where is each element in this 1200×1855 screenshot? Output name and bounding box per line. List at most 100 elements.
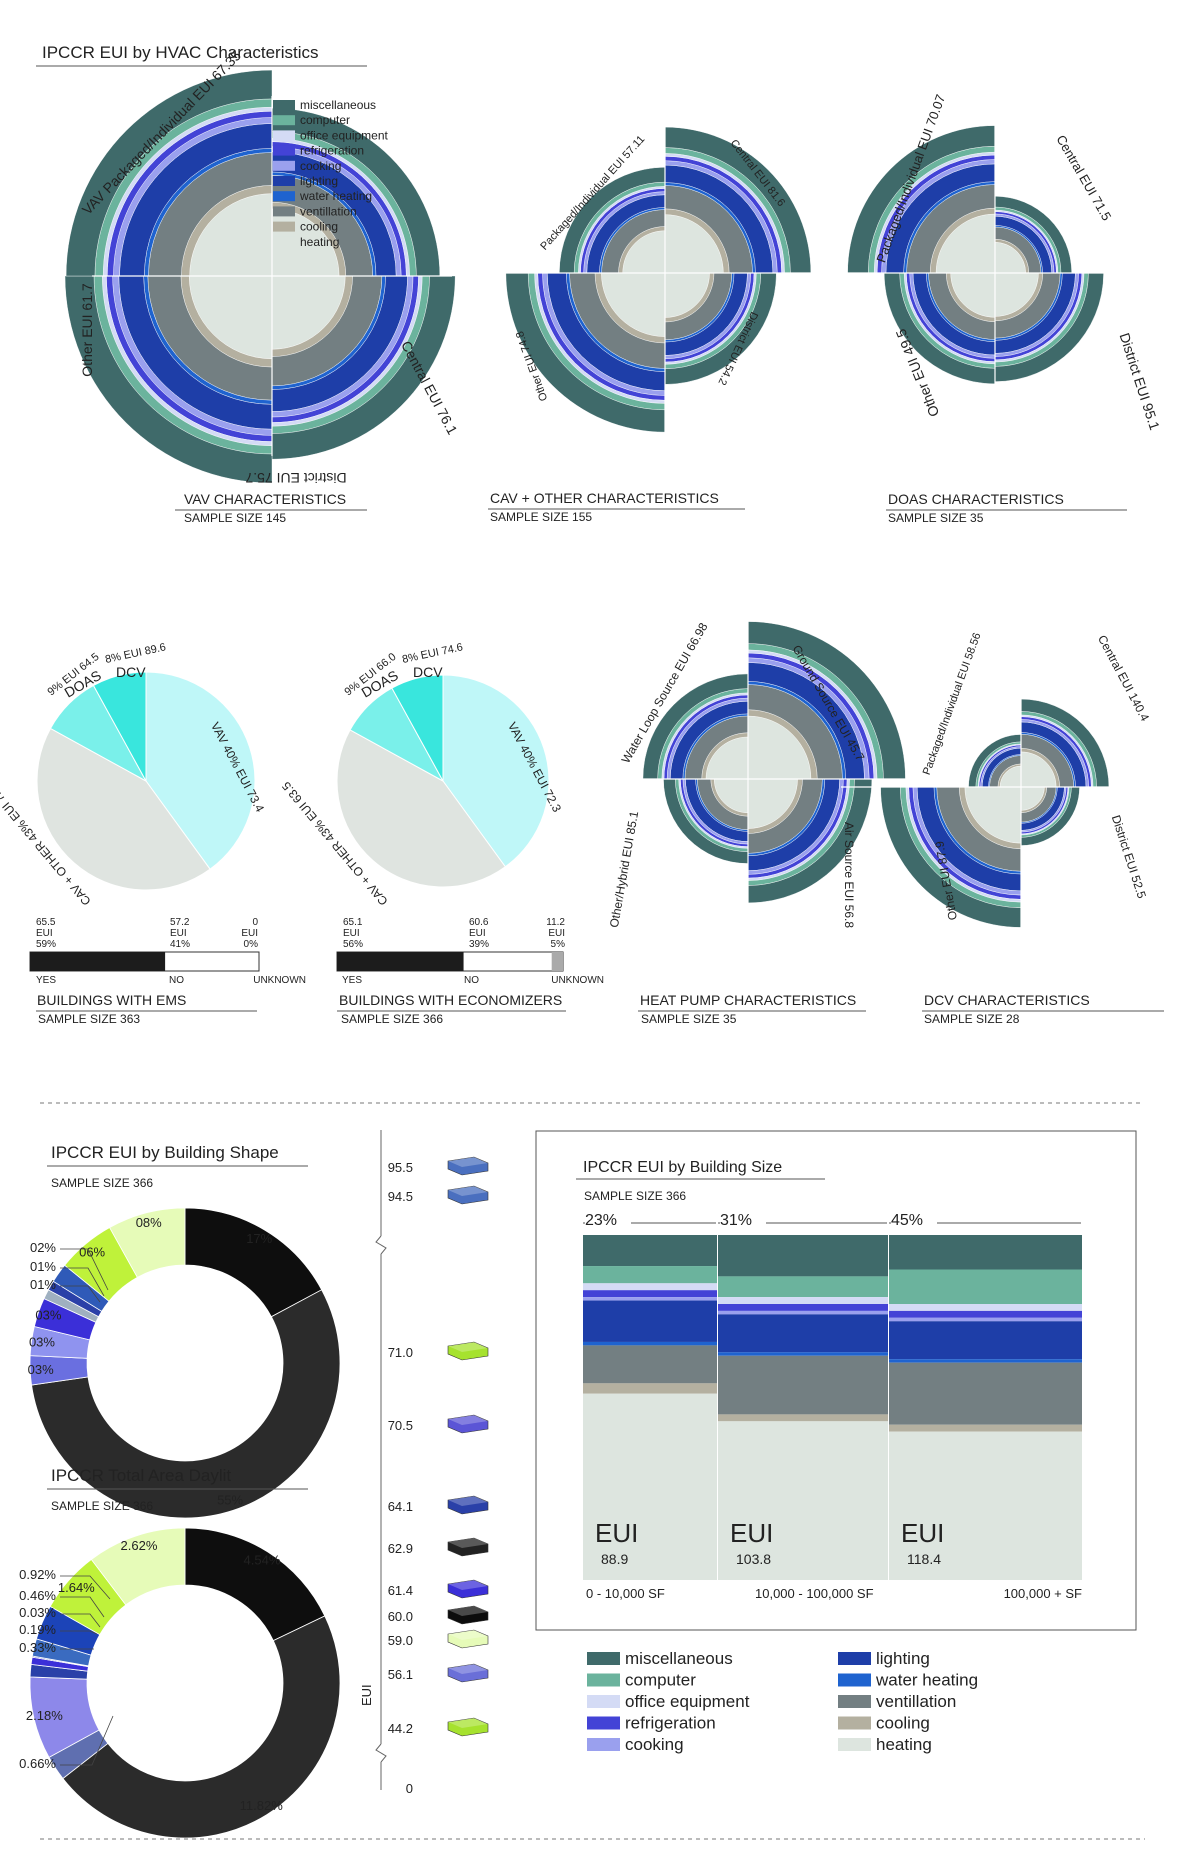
size-eui-value: 118.4 (907, 1551, 941, 1567)
ems-sample-size: SAMPLE SIZE 363 (38, 1012, 140, 1026)
legend-bottom-swatch-cooling (838, 1716, 871, 1730)
legend-bottom-label: computer (625, 1671, 696, 1690)
pie-label-dcv-pct: 8% EUI 89.6 (104, 641, 167, 666)
size-share-label: 45% (891, 1212, 923, 1229)
shape-icon-0 (447, 1156, 489, 1176)
size-segment-cooking (889, 1317, 1082, 1322)
ems-unknown-pct: 0% (244, 939, 259, 950)
quadrant-label: District EUI 75.7 (245, 470, 346, 486)
legend-bottom-swatch-heating (838, 1738, 871, 1751)
quadrant-label: Air Source EUI 56.8 (842, 822, 856, 928)
donut-label: 08% (136, 1215, 162, 1230)
axis-value: 60.0 (388, 1609, 413, 1624)
econ-bar-group: 65.1 EUI 56% 60.6 EUI 39% 11.2 EUI 5% YE… (336, 917, 604, 1026)
shape-icon-top-7 (448, 1606, 488, 1616)
donut-label: 03% (28, 1362, 54, 1377)
legend-bottom-swatch-miscellaneous (587, 1652, 620, 1665)
size-segment-miscellaneous (718, 1235, 888, 1277)
size-share-bg (585, 1211, 631, 1227)
legend-bottom-label: cooling (876, 1714, 930, 1733)
size-segment-water-heating (583, 1341, 717, 1346)
size-segment-ventillation (718, 1355, 888, 1415)
ems-no-eui: 57.2 (170, 917, 190, 928)
axis-value: 0 (406, 1781, 413, 1796)
quadrant-label: Central EUI 71.5 (1053, 132, 1114, 223)
donut-label: 06% (79, 1244, 105, 1259)
size-category-2: 100,000 + SF (1004, 1586, 1082, 1601)
callout-label: 01% (30, 1277, 56, 1292)
size-segment-refrigeration (718, 1304, 888, 1311)
econ-unknown-bar (551, 952, 563, 971)
legend-swatch-ventillation (273, 206, 295, 217)
axis-value: 71.0 (388, 1345, 413, 1360)
legend-bottom-swatch-computer (587, 1673, 620, 1687)
donut-slice-10 (90, 1527, 186, 1606)
end-use-legend-bottom: miscellaneous computer office equipment ref… (587, 1649, 978, 1754)
legend-swatch-lighting (273, 176, 295, 186)
legend-label: miscellaneous (300, 98, 376, 112)
econ-yes-label: YES (342, 975, 362, 986)
size-segment-miscellaneous (889, 1235, 1082, 1270)
size-eui-value: 88.9 (601, 1551, 628, 1567)
callout-line (60, 1613, 101, 1628)
size-eui-word: EUI (901, 1518, 944, 1548)
size-segment-ventillation (889, 1362, 1082, 1425)
size-segment-computer (583, 1266, 717, 1284)
size-title: IPCCR EUI by Building Size (583, 1159, 782, 1176)
legend-bottom-label: miscellaneous (625, 1649, 733, 1668)
pie-slice-dcv (92, 671, 147, 782)
econ-yes-eui: 65.1 (343, 917, 363, 928)
axis-value: 44.2 (388, 1721, 413, 1736)
size-chart-frame (535, 1130, 1137, 1631)
size-segment-office-equipment (718, 1297, 888, 1304)
econ-unknown-pct: 5% (551, 939, 566, 950)
donut-slice-1 (31, 1289, 341, 1519)
ems-title: BUILDINGS WITH EMS (37, 992, 186, 1008)
doas-sample-size: SAMPLE SIZE 35 (888, 511, 984, 525)
econ-unknown-eui: 11.2 (546, 917, 565, 928)
size-eui-word: EUI (730, 1518, 773, 1548)
cav-panel: Packaged/Individual EUI 57.11 Central EUI… (485, 93, 845, 453)
shape-icon-3 (447, 1414, 489, 1434)
legend-bottom-label: ventillation (876, 1692, 956, 1711)
callout-line (60, 1285, 101, 1303)
bottom-section: IPCCR EUI by Building Shape SAMPLE SIZE … (19, 1130, 1137, 1839)
axis-value: 59.0 (388, 1633, 413, 1648)
econ-yes-unit: EUI (343, 928, 360, 939)
axis-title: EUI (359, 1684, 374, 1706)
pie-label-dcv: DCV (116, 664, 146, 680)
shape-title: IPCCR EUI by Building Shape (51, 1143, 279, 1162)
callout-label: 0.46% (19, 1588, 56, 1603)
axis-value: 61.4 (388, 1583, 413, 1598)
pie-slice-dcv (391, 674, 444, 782)
ems-no-pct: 41% (170, 939, 190, 950)
legend-label: computer (300, 113, 350, 127)
legend-bottom-label: cooking (625, 1735, 684, 1754)
legend-bottom-label: water heating (875, 1671, 978, 1690)
callout-label: 0.66% (19, 1756, 56, 1771)
shape-icon-8 (447, 1629, 489, 1649)
daylit-sample-size: SAMPLE SIZE 366 (51, 1499, 153, 1513)
shape-icon-top-8 (448, 1630, 488, 1640)
quadrant-label: District EUI 95.1 (1117, 331, 1164, 432)
callout-line (60, 1248, 109, 1291)
heat-pump-panel: Water Loop Source EUI 66.98 Ground Source… (568, 599, 928, 959)
ems-yes-eui: 65.5 (36, 917, 56, 928)
donut-label: 11.82% (240, 1798, 284, 1813)
legend-swatch-cooking (273, 160, 295, 171)
size-segment-refrigeration (583, 1290, 717, 1298)
donut-label: 2.62% (121, 1538, 158, 1553)
size-share-bg (720, 1211, 766, 1227)
callout-label: 0.19% (19, 1622, 56, 1637)
callout-line (60, 1596, 105, 1618)
legend-label: office equipment (300, 128, 389, 142)
legend-swatch-water-heating (273, 191, 295, 202)
dcv-sample-size: SAMPLE SIZE 28 (924, 1012, 1020, 1026)
arc-miscellaneous-2 (65, 69, 273, 277)
ems-yes-pct: 59% (36, 939, 56, 950)
legend-bottom-label: lighting (876, 1649, 930, 1668)
donut-label: 17% (246, 1231, 272, 1246)
